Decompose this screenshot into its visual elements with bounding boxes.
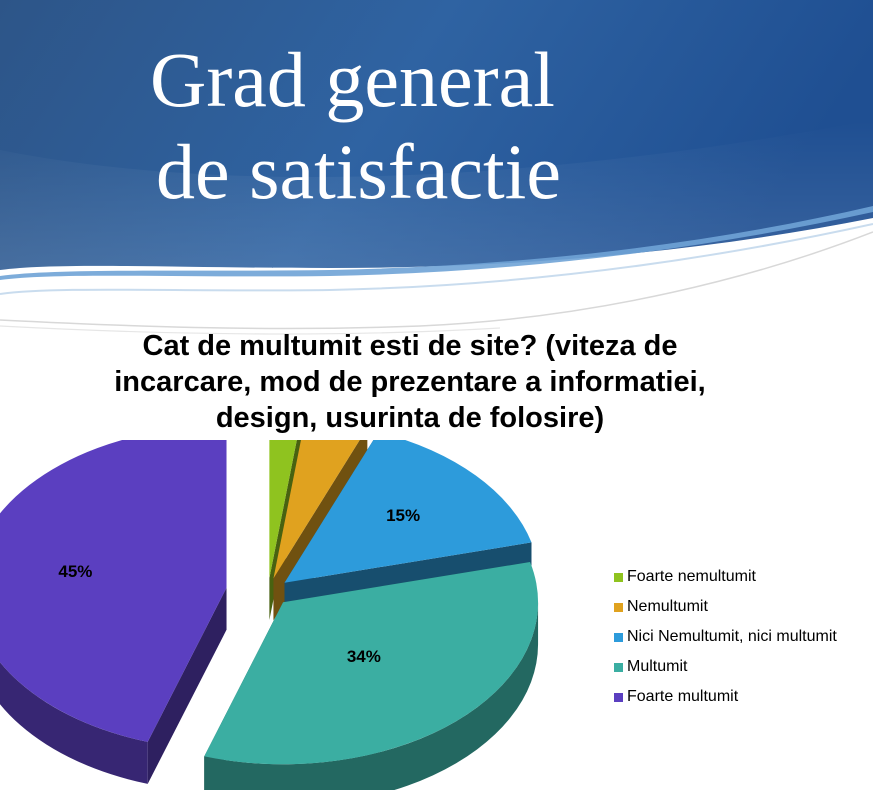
data-label-nici-nemultumit-nici-multumit: 15%: [386, 506, 420, 525]
legend-label: Foarte nemultumit: [627, 568, 756, 585]
slide-title-line2: de satisfactie: [156, 128, 561, 215]
legend-label: Multumit: [627, 658, 688, 675]
legend-swatch: [614, 602, 623, 612]
pie-slice-nemultumit: [273, 440, 360, 579]
pie-slice-foarte-multumit: [0, 440, 227, 742]
slide-title: Grad general de satisfactie: [150, 34, 710, 218]
chart-legend: Foarte nemultumit Nemultumit Nici Nemult…: [614, 562, 837, 712]
pie-slice-foarte-nemultumit: [269, 440, 297, 578]
legend-swatch: [614, 632, 623, 642]
legend-label: Foarte multumit: [627, 688, 739, 705]
pie-chart: 2%4%15%34%45%: [0, 440, 539, 790]
legend-item-foarte-nemultumit: Foarte nemultumit: [614, 562, 837, 592]
legend-item-multumit: Multumit: [614, 652, 837, 682]
chart-title-line2: incarcare, mod de prezentare a informati…: [114, 366, 706, 398]
legend-label: Nici Nemultumit, nici multumit: [627, 628, 837, 645]
chart-title-line1: Cat de multumit esti de site? (viteza de: [142, 330, 678, 362]
pie-slice-nici-nemultumit-nici-multumit: [284, 440, 532, 583]
data-label-foarte-multumit: 45%: [58, 562, 92, 581]
header-banner: [0, 0, 873, 335]
legend-item-nemultumit: Nemultumit: [614, 592, 837, 622]
slide-title-line1: Grad general: [150, 36, 555, 123]
pie-slice-side-foarte-multumit: [0, 587, 227, 784]
legend-label: Nemultumit: [627, 598, 708, 615]
legend-swatch: [614, 572, 623, 582]
chart-title-line3: design, usurinta de folosire): [215, 402, 605, 434]
legend-swatch: [614, 692, 623, 702]
legend-item-nici: Nici Nemultumit, nici multumit: [614, 622, 837, 652]
data-label-multumit: 34%: [347, 647, 381, 666]
legend-swatch: [614, 662, 623, 672]
legend-item-foarte-multumit: Foarte multumit: [614, 682, 837, 712]
pie-slice-multumit: [204, 561, 539, 765]
chart-title: Cat de multumit esti de site? (viteza de…: [20, 328, 800, 436]
